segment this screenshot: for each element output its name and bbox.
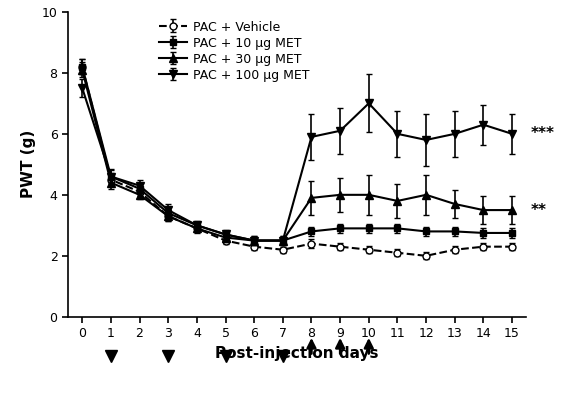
Y-axis label: PWT (g): PWT (g)	[21, 130, 36, 198]
Text: ***: ***	[531, 126, 555, 141]
Text: **: **	[531, 203, 547, 217]
X-axis label: Post-injection days: Post-injection days	[216, 346, 379, 361]
Legend: PAC + Vehicle, PAC + 10 μg MET, PAC + 30 μg MET, PAC + 100 μg MET: PAC + Vehicle, PAC + 10 μg MET, PAC + 30…	[157, 18, 312, 84]
